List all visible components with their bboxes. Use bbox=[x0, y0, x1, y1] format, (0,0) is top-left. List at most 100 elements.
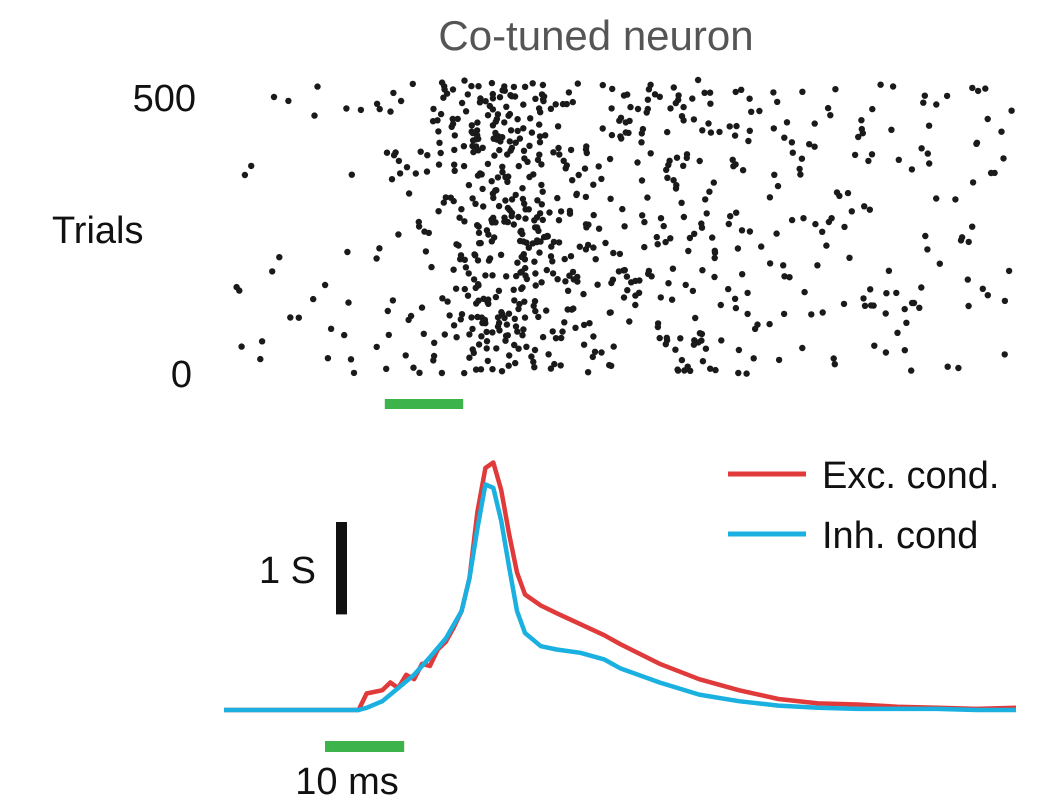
spike-dot bbox=[452, 285, 460, 292]
spike-dot bbox=[412, 170, 419, 177]
spike-dot bbox=[666, 157, 673, 164]
spike-dot bbox=[680, 213, 688, 221]
spike-dot bbox=[516, 300, 523, 308]
spike-dot bbox=[632, 301, 639, 309]
legend-label-exc: Exc. cond. bbox=[822, 455, 999, 497]
spike-dot bbox=[711, 273, 718, 281]
spike-dot bbox=[238, 343, 245, 350]
spike-dot bbox=[699, 358, 707, 365]
spike-dot bbox=[819, 228, 826, 235]
spike-dot bbox=[595, 163, 602, 170]
spike-dot bbox=[806, 141, 813, 148]
spike-dot bbox=[507, 147, 514, 154]
spike-dot bbox=[515, 162, 522, 170]
spike-dot bbox=[675, 96, 682, 104]
spike-dot bbox=[563, 100, 570, 108]
spike-dot bbox=[484, 357, 491, 365]
spike-dot bbox=[656, 93, 663, 101]
spike-dot bbox=[561, 255, 568, 263]
spike-dot bbox=[800, 215, 807, 222]
spike-dot bbox=[922, 232, 929, 240]
spike-dot bbox=[685, 247, 692, 255]
spike-dot bbox=[933, 195, 940, 202]
spike-dot bbox=[543, 266, 550, 274]
spike-dot bbox=[589, 353, 596, 361]
spike-dot bbox=[711, 249, 719, 256]
spike-dot bbox=[910, 299, 918, 307]
spike-dot bbox=[586, 320, 593, 327]
spike-dot bbox=[858, 117, 865, 124]
spike-dot bbox=[716, 128, 723, 136]
spike-dot bbox=[670, 177, 677, 184]
spike-dot bbox=[933, 101, 940, 108]
spike-dot bbox=[485, 257, 493, 264]
spike-dot bbox=[771, 171, 778, 178]
spike-dot bbox=[439, 295, 446, 302]
spike-dot bbox=[774, 98, 781, 106]
spike-dot bbox=[638, 139, 645, 146]
spike-dot bbox=[969, 84, 976, 92]
spike-dot bbox=[248, 162, 255, 170]
spike-dot bbox=[871, 342, 878, 349]
spike-dot bbox=[520, 125, 527, 132]
spike-dot bbox=[867, 286, 874, 293]
spike-dot bbox=[506, 352, 513, 359]
spike-dot bbox=[936, 260, 943, 267]
spike-dot bbox=[506, 138, 513, 145]
spike-dot bbox=[731, 132, 739, 139]
spike-dot bbox=[908, 166, 916, 173]
spike-dot bbox=[599, 125, 606, 132]
spike-dot bbox=[495, 133, 502, 140]
spike-dot bbox=[554, 194, 561, 202]
spike-dot bbox=[580, 321, 588, 329]
spike-dot bbox=[347, 356, 355, 363]
spike-dot bbox=[357, 106, 365, 114]
spike-dot bbox=[388, 176, 396, 183]
spike-dot bbox=[516, 135, 524, 142]
spike-dot bbox=[518, 285, 525, 293]
spike-dot bbox=[437, 149, 444, 157]
spike-dot bbox=[608, 362, 615, 369]
spike-dot bbox=[634, 105, 642, 113]
spike-dot bbox=[522, 215, 529, 222]
spike-dot bbox=[781, 134, 788, 141]
spike-dot bbox=[683, 151, 691, 158]
spike-dot bbox=[668, 296, 676, 303]
spike-dot bbox=[555, 239, 563, 246]
spike-dot bbox=[431, 339, 438, 346]
spike-dot bbox=[831, 361, 838, 368]
spike-dot bbox=[495, 287, 503, 294]
spike-dot bbox=[623, 273, 631, 280]
spike-dot bbox=[458, 99, 466, 107]
spike-dot bbox=[410, 364, 417, 371]
spike-dot bbox=[608, 105, 615, 112]
spike-dot bbox=[811, 143, 818, 150]
spike-dot bbox=[526, 173, 533, 181]
spike-dot bbox=[523, 343, 530, 350]
spike-dot bbox=[505, 362, 512, 369]
spike-dot bbox=[456, 214, 463, 221]
spike-dot bbox=[536, 151, 543, 158]
spike-dot bbox=[521, 298, 528, 305]
spike-dot bbox=[925, 122, 933, 129]
spike-dot bbox=[480, 295, 487, 302]
spike-dot bbox=[468, 82, 475, 90]
spike-dot bbox=[840, 300, 848, 308]
spike-dot bbox=[550, 238, 558, 246]
spike-dot bbox=[657, 215, 665, 222]
spike-dot bbox=[511, 315, 518, 322]
spike-dot bbox=[617, 133, 624, 140]
spike-dot bbox=[706, 89, 714, 96]
spike-dot bbox=[505, 310, 513, 317]
spike-dot bbox=[738, 86, 745, 94]
spike-dot bbox=[801, 288, 808, 296]
spike-dot bbox=[554, 123, 562, 130]
spike-dot bbox=[921, 92, 928, 99]
spike-dot bbox=[440, 94, 447, 101]
spike-dot bbox=[536, 139, 544, 146]
spike-dot bbox=[519, 332, 526, 339]
spike-dot bbox=[590, 333, 597, 340]
spike-dot bbox=[991, 169, 998, 177]
spike-dot bbox=[955, 364, 962, 372]
spike-dot bbox=[731, 295, 739, 302]
